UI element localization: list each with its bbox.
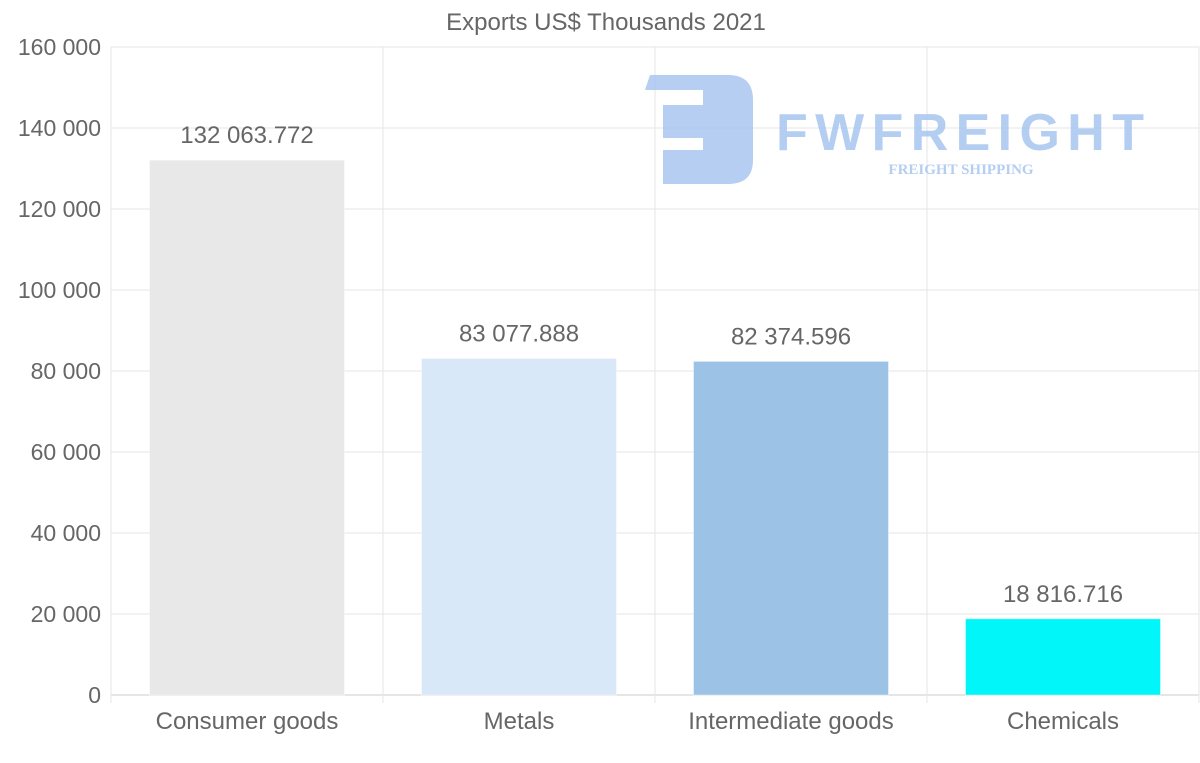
y-tick-label: 120 000 bbox=[18, 196, 101, 222]
x-tick-label: Intermediate goods bbox=[688, 708, 893, 735]
bar-metals bbox=[421, 358, 617, 696]
x-tick-label: Consumer goods bbox=[156, 708, 339, 735]
chart-title: Exports US$ Thousands 2021 bbox=[446, 9, 766, 36]
labels: 0 20 000 40 000 60 000 80 000 100 000 120 000 1… bbox=[18, 34, 1123, 735]
x-tick-label: Metals bbox=[484, 708, 555, 735]
bar-chemicals bbox=[965, 618, 1161, 696]
y-tick-label: 60 000 bbox=[31, 439, 101, 465]
data-label: 18 816.716 bbox=[1003, 581, 1123, 608]
y-tick-label: 80 000 bbox=[31, 358, 101, 384]
data-label: 132 063.772 bbox=[180, 122, 313, 149]
logo-mark-icon bbox=[645, 75, 753, 184]
y-tick-label: 40 000 bbox=[31, 520, 101, 546]
logo-tagline-text: FREIGHT SHIPPING bbox=[888, 162, 1033, 178]
y-tick-label: 140 000 bbox=[18, 115, 101, 141]
logo-brand-text: FWFREIGHT bbox=[776, 104, 1144, 162]
y-tick-label: 160 000 bbox=[18, 34, 101, 60]
y-tick-label: 20 000 bbox=[31, 601, 101, 627]
data-label: 82 374.596 bbox=[731, 323, 851, 350]
data-label: 83 077.888 bbox=[459, 321, 579, 348]
y-tick-label: 0 bbox=[88, 682, 101, 708]
fwfreight-logo-watermark: FWFREIGHT FREIGHT SHIPPING bbox=[645, 75, 1144, 184]
bar-intermediate-goods bbox=[693, 360, 889, 696]
bars bbox=[149, 159, 1161, 696]
y-tick-label: 100 000 bbox=[18, 277, 101, 303]
x-tick-label: Chemicals bbox=[1007, 708, 1119, 735]
bar-consumer-goods bbox=[149, 159, 345, 696]
